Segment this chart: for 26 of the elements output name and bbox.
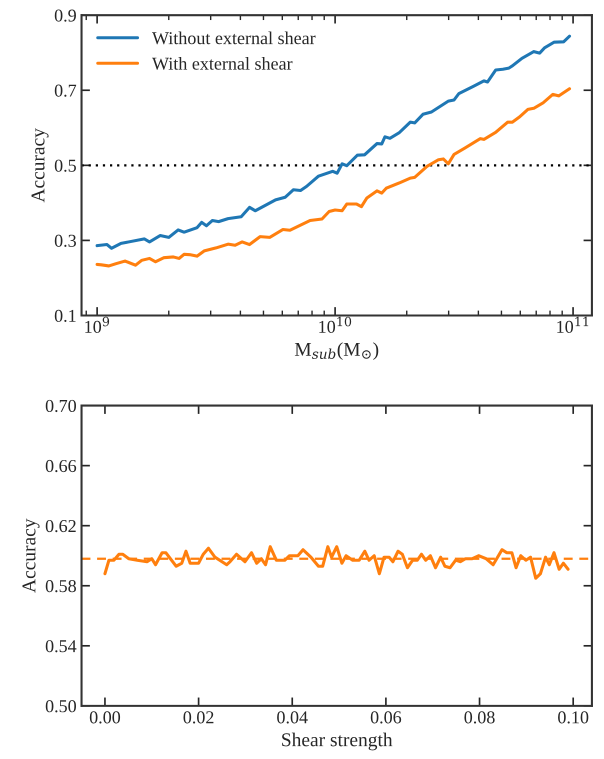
y-tick-label: 0.54 <box>46 640 76 652</box>
y-tick-label: 0.5 <box>54 160 76 172</box>
x-axis-title: Shear strength <box>282 732 392 750</box>
x-tick-label: 0.06 <box>370 711 402 724</box>
x-tick-label: 0.00 <box>90 711 120 724</box>
y-tick-label: 0.58 <box>46 580 76 592</box>
x-tick-label: 10$^{10}$ <box>319 316 352 333</box>
y-tick-label: 0.1 <box>54 310 76 322</box>
legend-label: Without external shear <box>152 32 316 44</box>
y-axis-title: Accuracy <box>22 518 40 593</box>
y-tick-label: 0.9 <box>54 9 76 22</box>
y-axis-title: Accuracy <box>32 128 49 202</box>
x-tick-label: 10$^{11}$ <box>557 316 588 333</box>
y-tick-label: 0.50 <box>46 700 76 712</box>
y-tick-label: 0.7 <box>54 84 76 97</box>
y-tick-label: 0.3 <box>54 234 76 247</box>
x-tick-label: 10$^{9}$ <box>85 316 110 333</box>
x-tick-label: 0.10 <box>558 711 588 724</box>
x-tick-label: 0.04 <box>277 711 308 724</box>
y-tick-label: 0.66 <box>46 460 76 472</box>
legend-label: With external shear <box>152 57 292 70</box>
y-tick-label: 0.62 <box>46 520 76 532</box>
x-tick-label: 0.02 <box>183 711 214 724</box>
x-axis-title: M$_{sub}$(M$_{⊙}$) <box>294 342 378 360</box>
y-tick-label: 0.70 <box>46 400 76 412</box>
x-tick-label: 0.08 <box>464 711 495 724</box>
